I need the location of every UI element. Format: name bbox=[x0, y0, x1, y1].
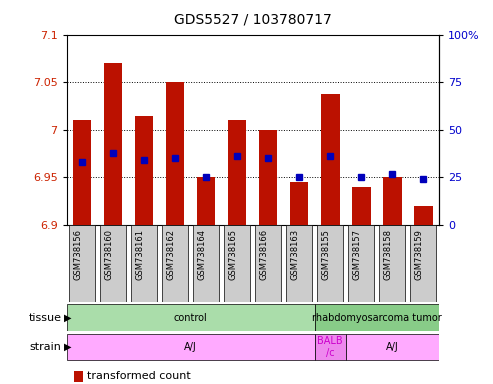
Text: GSM738166: GSM738166 bbox=[259, 229, 268, 280]
FancyBboxPatch shape bbox=[69, 225, 95, 302]
Bar bbox=[346, 334, 439, 361]
Text: transformed count: transformed count bbox=[87, 371, 191, 381]
Bar bbox=[197, 177, 215, 225]
Bar bbox=[315, 334, 346, 361]
Bar bbox=[67, 334, 315, 361]
Text: GSM738156: GSM738156 bbox=[73, 229, 82, 280]
Text: GSM738155: GSM738155 bbox=[321, 229, 330, 280]
FancyBboxPatch shape bbox=[100, 225, 126, 302]
Bar bbox=[383, 177, 401, 225]
Bar bbox=[228, 120, 246, 225]
FancyBboxPatch shape bbox=[410, 225, 436, 302]
Bar bbox=[104, 63, 122, 225]
Text: GSM738161: GSM738161 bbox=[135, 229, 144, 280]
FancyBboxPatch shape bbox=[131, 225, 157, 302]
Text: GDS5527 / 103780717: GDS5527 / 103780717 bbox=[174, 13, 331, 27]
Text: GSM738163: GSM738163 bbox=[290, 229, 299, 280]
Bar bbox=[135, 116, 153, 225]
Bar bbox=[352, 187, 371, 225]
Text: ▶: ▶ bbox=[64, 313, 71, 323]
Text: rhabdomyosarcoma tumor: rhabdomyosarcoma tumor bbox=[312, 313, 442, 323]
FancyBboxPatch shape bbox=[193, 225, 219, 302]
Bar bbox=[290, 182, 309, 225]
FancyBboxPatch shape bbox=[379, 225, 405, 302]
FancyBboxPatch shape bbox=[348, 225, 374, 302]
Text: strain: strain bbox=[30, 342, 62, 352]
Bar bbox=[74, 371, 83, 382]
Text: GSM738157: GSM738157 bbox=[352, 229, 361, 280]
Text: BALB
/c: BALB /c bbox=[317, 336, 343, 358]
FancyBboxPatch shape bbox=[255, 225, 282, 302]
FancyBboxPatch shape bbox=[317, 225, 344, 302]
FancyBboxPatch shape bbox=[286, 225, 313, 302]
Bar bbox=[259, 130, 278, 225]
FancyBboxPatch shape bbox=[162, 225, 188, 302]
Bar bbox=[315, 304, 439, 331]
FancyBboxPatch shape bbox=[224, 225, 250, 302]
Bar bbox=[321, 94, 340, 225]
Text: GSM738159: GSM738159 bbox=[414, 229, 423, 280]
Text: A/J: A/J bbox=[184, 342, 197, 352]
Text: A/J: A/J bbox=[386, 342, 399, 352]
Bar bbox=[166, 82, 184, 225]
Bar bbox=[67, 304, 315, 331]
Text: GSM738160: GSM738160 bbox=[104, 229, 113, 280]
Text: GSM738164: GSM738164 bbox=[197, 229, 206, 280]
Text: ▶: ▶ bbox=[64, 342, 71, 352]
Bar bbox=[414, 206, 432, 225]
Text: tissue: tissue bbox=[29, 313, 62, 323]
Text: GSM738165: GSM738165 bbox=[228, 229, 237, 280]
Text: GSM738162: GSM738162 bbox=[166, 229, 175, 280]
Text: control: control bbox=[174, 313, 208, 323]
Bar bbox=[73, 120, 91, 225]
Text: GSM738158: GSM738158 bbox=[383, 229, 392, 280]
